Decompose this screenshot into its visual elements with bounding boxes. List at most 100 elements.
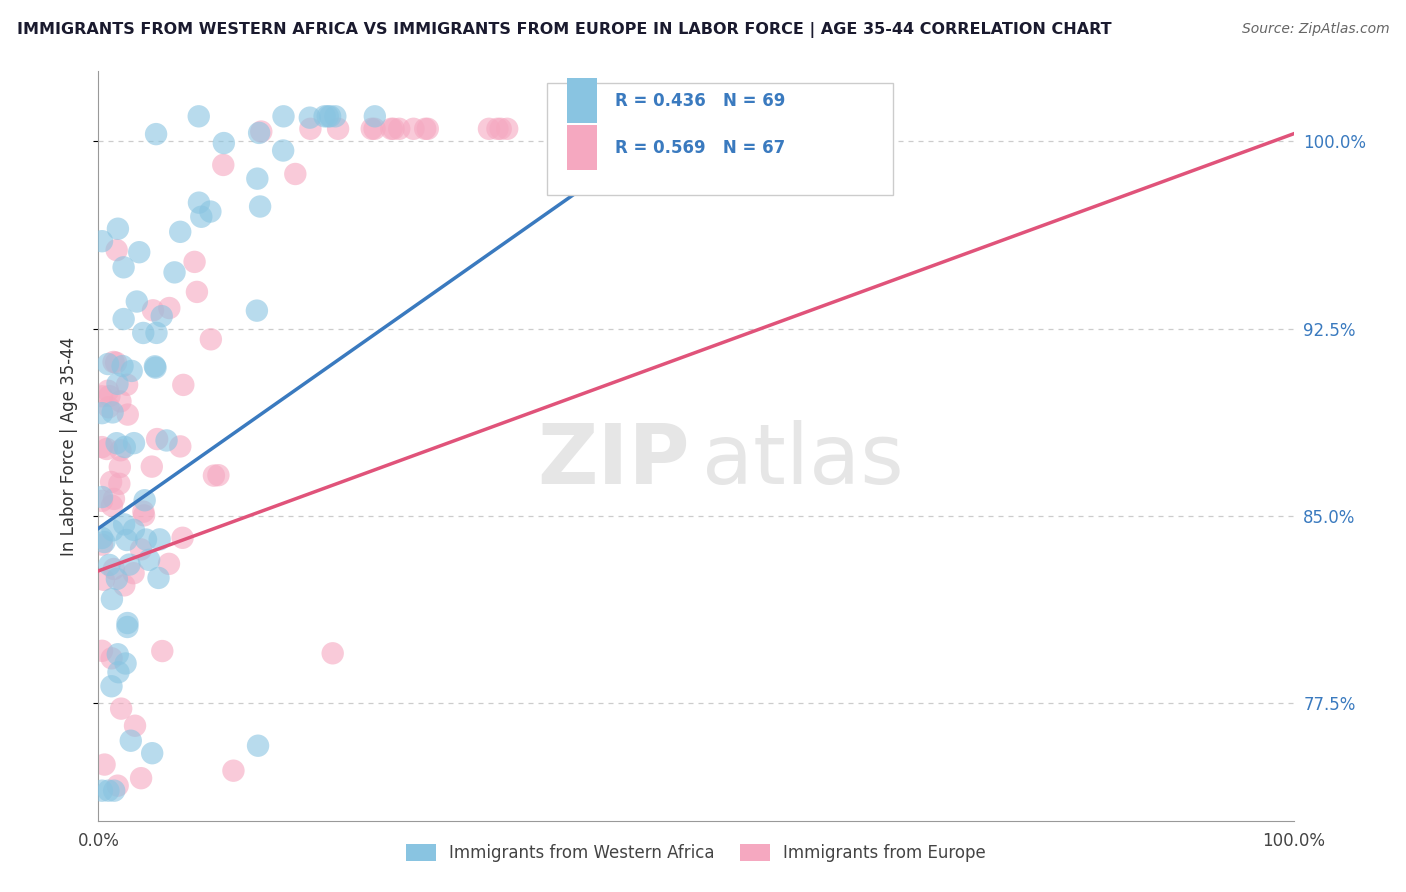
Point: [122, 436, 145, 450]
Point: [250, 124, 273, 138]
Point: [91, 490, 114, 504]
Point: [91, 440, 114, 454]
Point: [284, 167, 307, 181]
Point: [101, 405, 124, 419]
Point: [108, 476, 131, 491]
Point: [141, 746, 163, 760]
Point: [172, 531, 194, 545]
Point: [135, 533, 157, 547]
Point: [91, 389, 114, 403]
Point: [93, 535, 115, 549]
Point: [402, 121, 425, 136]
Point: [134, 493, 156, 508]
Point: [496, 121, 519, 136]
Point: [91, 531, 114, 545]
Point: [157, 557, 180, 571]
Point: [110, 443, 132, 458]
Point: [489, 121, 512, 136]
Point: [314, 109, 336, 123]
Point: [105, 356, 128, 370]
Point: [247, 126, 270, 140]
Y-axis label: In Labor Force | Age 35-44: In Labor Force | Age 35-44: [59, 336, 77, 556]
Point: [97, 357, 120, 371]
Point: [93, 757, 115, 772]
Point: [316, 109, 339, 123]
Point: [187, 109, 209, 123]
Point: [380, 121, 402, 136]
Point: [107, 376, 129, 391]
Point: [146, 432, 169, 446]
Point: [172, 377, 194, 392]
Point: [271, 144, 294, 158]
Point: [112, 517, 135, 532]
FancyBboxPatch shape: [567, 78, 596, 123]
Point: [212, 158, 235, 172]
Point: [93, 573, 115, 587]
Point: [112, 312, 135, 326]
Point: [155, 434, 177, 448]
Point: [212, 136, 235, 150]
Point: [416, 121, 439, 136]
Point: [186, 285, 208, 299]
Point: [145, 326, 167, 340]
Point: [246, 171, 269, 186]
Point: [200, 332, 222, 346]
Point: [163, 265, 186, 279]
Point: [322, 646, 344, 660]
Point: [360, 121, 382, 136]
Point: [246, 303, 269, 318]
Point: [141, 459, 163, 474]
Point: [150, 644, 173, 658]
Point: [101, 524, 124, 538]
Point: [91, 783, 114, 797]
Text: R = 0.569   N = 67: R = 0.569 N = 67: [614, 139, 785, 157]
Point: [103, 491, 125, 506]
Point: [101, 592, 124, 607]
Point: [98, 389, 121, 403]
Text: ZIP: ZIP: [537, 420, 690, 501]
FancyBboxPatch shape: [547, 83, 893, 195]
Point: [107, 779, 129, 793]
Text: IMMIGRANTS FROM WESTERN AFRICA VS IMMIGRANTS FROM EUROPE IN LABOR FORCE | AGE 35: IMMIGRANTS FROM WESTERN AFRICA VS IMMIGR…: [17, 22, 1112, 38]
Point: [122, 566, 145, 581]
Point: [117, 408, 139, 422]
Point: [103, 355, 125, 369]
Point: [117, 615, 139, 630]
Point: [298, 111, 321, 125]
Point: [96, 442, 118, 456]
Point: [115, 377, 138, 392]
Point: [145, 127, 167, 141]
Text: atlas: atlas: [702, 420, 904, 501]
Point: [115, 533, 138, 547]
Point: [202, 468, 225, 483]
Point: [91, 644, 114, 658]
Point: [149, 533, 172, 547]
Point: [107, 665, 129, 680]
Point: [100, 475, 122, 489]
Point: [105, 436, 128, 450]
Point: [91, 494, 114, 508]
Point: [382, 121, 405, 136]
Point: [142, 303, 165, 318]
Point: [150, 309, 173, 323]
Point: [91, 234, 114, 248]
Point: [323, 109, 346, 123]
Point: [388, 121, 411, 136]
Point: [249, 200, 271, 214]
Point: [129, 542, 152, 557]
Point: [114, 440, 136, 454]
Point: [110, 394, 132, 409]
Point: [148, 571, 170, 585]
Point: [138, 553, 160, 567]
Point: [132, 508, 155, 523]
Point: [97, 401, 120, 415]
Point: [190, 210, 212, 224]
Point: [183, 255, 205, 269]
Point: [273, 109, 295, 123]
Point: [91, 538, 114, 552]
Point: [97, 783, 120, 797]
Point: [247, 739, 270, 753]
Point: [105, 572, 128, 586]
Text: R = 0.436   N = 69: R = 0.436 N = 69: [614, 92, 785, 110]
Point: [222, 764, 245, 778]
